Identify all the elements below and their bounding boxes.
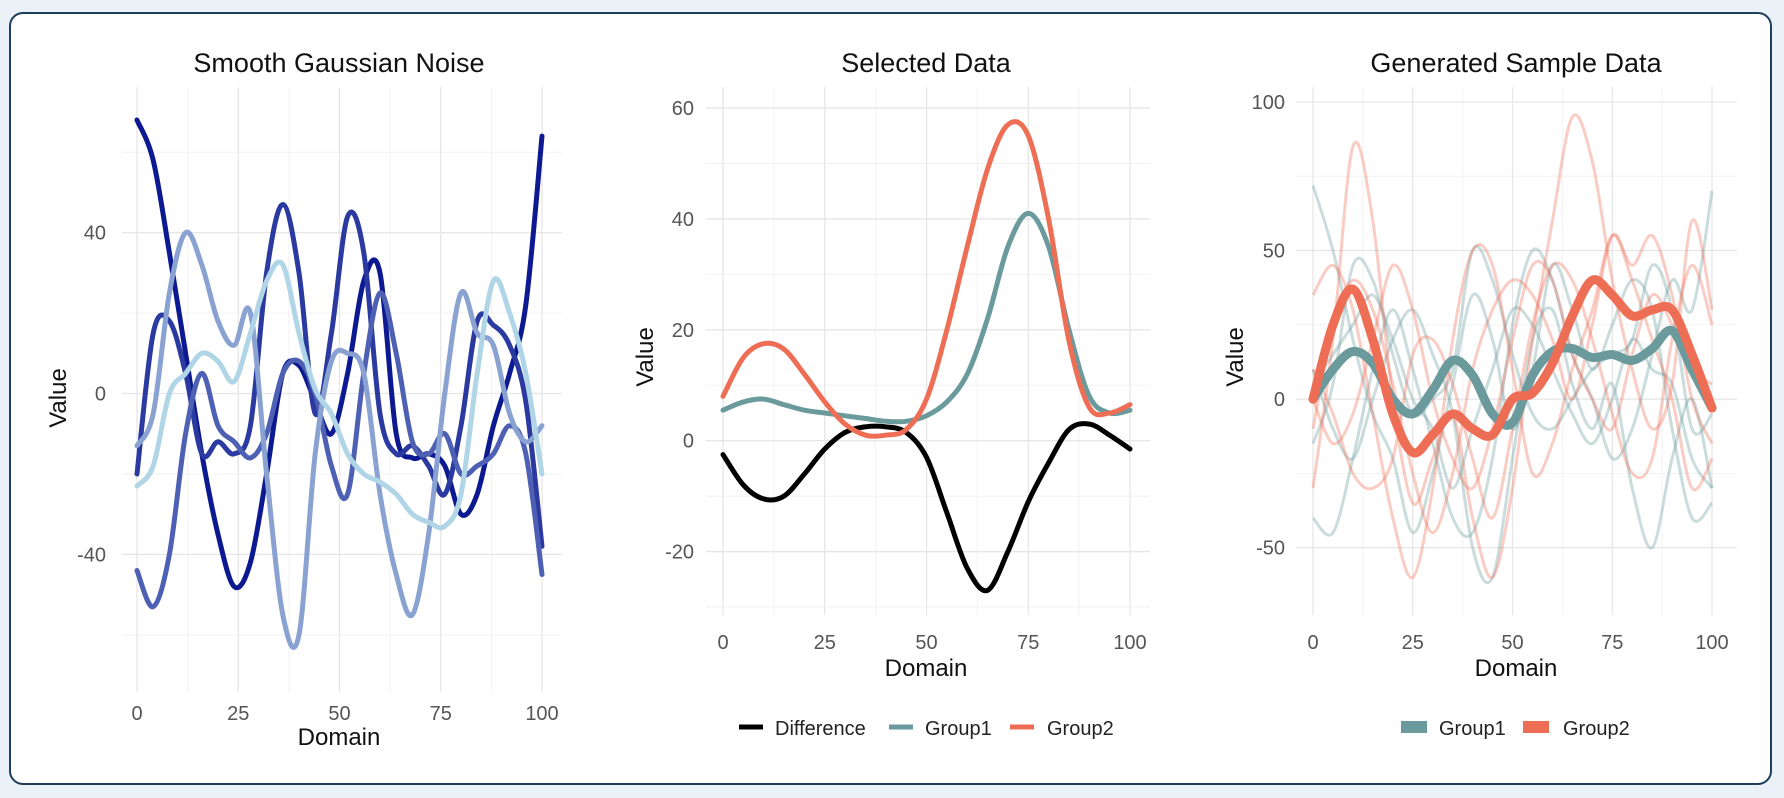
legend-label-group1: Group1	[925, 718, 992, 740]
x-tick-label: 0	[717, 632, 728, 654]
group2-sample-line-2	[1311, 113, 1714, 579]
charts-svg: 0 25 50 75 100 -40 0 40 Smooth Gaussian Noise D…	[45, 48, 1737, 751]
series-line-group2	[720, 119, 1133, 439]
y-tick-label: 20	[672, 320, 694, 342]
generated-sample-data-chart: 0 25 50 75 100 -50 0 50 100 Generated Sample Dat…	[1222, 48, 1737, 740]
group1-sample-line-2	[1311, 190, 1714, 539]
noise-series-line-5	[134, 259, 545, 531]
group1-sample-line-4	[1311, 306, 1714, 585]
y-tick-label: 0	[1274, 389, 1285, 411]
x-axis-title: Domain	[885, 655, 968, 682]
series-line-group2-mean	[1308, 275, 1717, 458]
chart-title: Smooth Gaussian Noise	[193, 48, 484, 78]
x-tick-label: 25	[1402, 632, 1424, 654]
y-tick-label: -40	[77, 544, 106, 566]
x-tick-label: 50	[328, 703, 350, 725]
group2-sample-line-3	[1311, 261, 1714, 520]
legend: Difference Group1 Group2	[739, 718, 1114, 740]
smooth-gaussian-noise-chart: 0 25 50 75 100 -40 0 40 Smooth Gaussian Noise D…	[45, 48, 562, 751]
x-tick-label: 50	[1501, 632, 1523, 654]
legend-label-group2: Group2	[1563, 718, 1630, 740]
y-tick-label: 40	[672, 209, 694, 231]
chart-title: Selected Data	[841, 48, 1012, 78]
noise-series-line-3	[134, 290, 545, 610]
legend-key-group2	[1523, 721, 1549, 733]
group2-sample-line-4	[1311, 232, 1714, 535]
x-tick-label: 0	[131, 703, 142, 725]
y-tick-label: 100	[1252, 92, 1285, 114]
y-tick-label: -50	[1256, 538, 1285, 560]
chart-title: Generated Sample Data	[1370, 48, 1662, 78]
y-tick-label: -20	[665, 542, 694, 564]
x-tick-label: 50	[915, 632, 937, 654]
y-axis-title: Value	[632, 327, 659, 387]
series-group	[720, 119, 1133, 594]
group2-sample-line-1	[1311, 233, 1714, 579]
grid: 0 25 50 75 100 -50 0 50 100	[1252, 87, 1737, 654]
grid: 0 25 50 75 100 -20 0 20 40 60	[665, 87, 1150, 654]
legend-label-group2: Group2	[1047, 718, 1114, 740]
y-axis-title: Value	[1222, 327, 1249, 387]
y-tick-label: 0	[95, 384, 106, 406]
x-axis-title: Domain	[1475, 655, 1558, 682]
group1-sample-line-3	[1311, 244, 1714, 445]
series-group	[1308, 113, 1717, 585]
y-tick-label: 0	[683, 431, 694, 453]
legend-key-group1	[1401, 721, 1427, 733]
x-tick-label: 100	[525, 703, 558, 725]
legend-label-group1: Group1	[1439, 718, 1506, 740]
y-tick-label: 60	[672, 98, 694, 120]
x-tick-label: 100	[1695, 632, 1728, 654]
x-tick-label: 25	[227, 703, 249, 725]
chart-panel-frame: 0 25 50 75 100 -40 0 40 Smooth Gaussian Noise D…	[9, 12, 1772, 785]
y-tick-label: 40	[84, 223, 106, 245]
y-tick-label: 50	[1263, 241, 1285, 263]
x-tick-label: 25	[814, 632, 836, 654]
noise-series-line-2	[134, 202, 545, 549]
selected-data-chart: 0 25 50 75 100 -20 0 20 40 60 Selected Data Domai…	[632, 48, 1150, 740]
group1-sample-line-1	[1311, 184, 1714, 535]
x-tick-label: 75	[430, 703, 452, 725]
x-axis-title: Domain	[298, 724, 381, 751]
x-tick-label: 75	[1017, 632, 1039, 654]
x-tick-label: 75	[1601, 632, 1623, 654]
legend: Group1 Group2	[1401, 718, 1630, 740]
y-axis-title: Value	[45, 368, 72, 428]
legend-label-difference: Difference	[775, 718, 866, 740]
series-line-difference	[720, 421, 1133, 594]
group1-sample-line-5	[1311, 293, 1714, 490]
series-group	[134, 117, 545, 650]
x-tick-label: 0	[1307, 632, 1318, 654]
x-tick-label: 100	[1113, 632, 1146, 654]
noise-series-line-4	[134, 229, 545, 650]
